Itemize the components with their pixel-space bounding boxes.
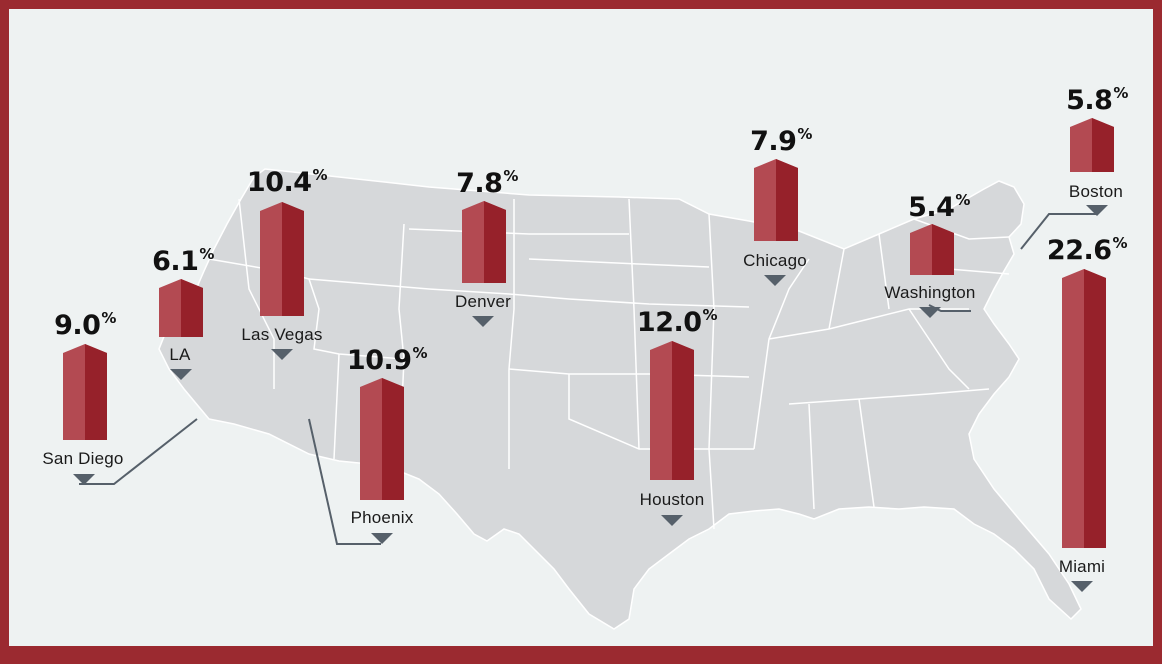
value-label: 9.0% <box>54 309 116 341</box>
location-marker-icon <box>1071 581 1093 592</box>
location-marker-icon <box>764 275 786 286</box>
location-marker-icon <box>73 474 95 485</box>
value-bar <box>260 202 304 316</box>
leader-line-boston <box>1020 213 1097 250</box>
city-label: Boston <box>1068 182 1124 201</box>
value-label: 5.4% <box>908 191 970 223</box>
city-label: LA <box>169 345 191 364</box>
value-bar <box>1062 269 1106 548</box>
value-label: 5.8% <box>1066 84 1128 116</box>
value-bar <box>650 341 694 480</box>
location-marker-icon <box>1086 205 1108 216</box>
value-bar <box>159 279 203 337</box>
location-marker-icon <box>170 369 192 380</box>
value-bar <box>910 224 954 275</box>
value-label: 10.9% <box>346 344 428 376</box>
us-map <box>79 168 1097 630</box>
city-label: Chicago <box>743 251 807 270</box>
city-label: Las Vegas <box>241 325 323 344</box>
city-label: Denver <box>454 292 512 311</box>
value-bar <box>360 378 404 500</box>
state-borders <box>208 198 1010 530</box>
value-bar <box>754 159 798 241</box>
value-label: 7.9% <box>750 125 812 157</box>
value-bar <box>462 201 506 283</box>
location-marker-icon <box>271 349 293 360</box>
city-label: Houston <box>639 490 705 509</box>
city-label: Washington <box>884 283 976 302</box>
us-landmass <box>158 168 1082 630</box>
value-bar <box>1070 118 1114 172</box>
city-label: San Diego <box>42 449 124 468</box>
location-marker-icon <box>919 307 941 318</box>
location-marker-icon <box>661 515 683 526</box>
value-label: 6.1% <box>152 245 214 277</box>
value-bar <box>63 344 107 440</box>
value-label: 12.0% <box>636 306 718 338</box>
value-label: 7.8% <box>456 167 518 199</box>
location-marker-icon <box>472 316 494 327</box>
location-marker-icon <box>371 533 393 544</box>
value-label: 10.4% <box>246 166 328 198</box>
city-label: Phoenix <box>350 508 414 527</box>
leader-line-phoenix <box>308 418 381 545</box>
value-label: 22.6% <box>1046 234 1128 266</box>
city-label: Miami <box>1058 557 1106 576</box>
